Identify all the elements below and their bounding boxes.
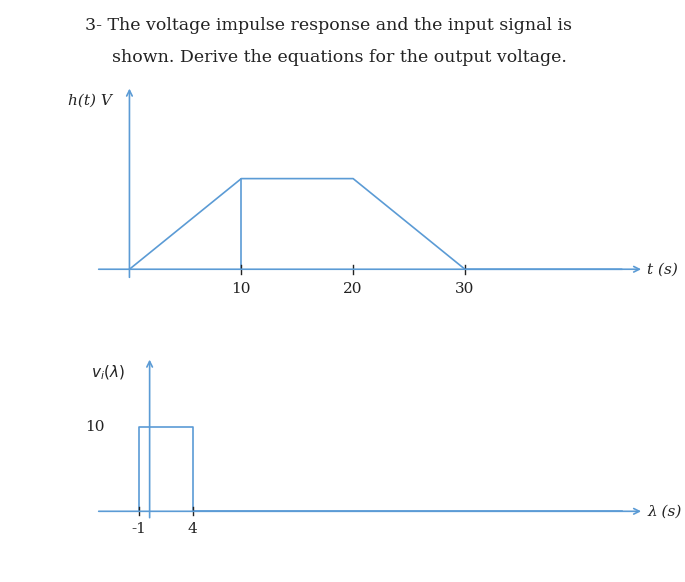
Text: -1: -1 [132, 522, 147, 536]
Text: 4: 4 [188, 522, 197, 536]
Text: 3- The voltage impulse response and the input signal is: 3- The voltage impulse response and the … [86, 17, 572, 34]
Text: 30: 30 [456, 282, 475, 296]
Text: 10: 10 [85, 420, 105, 434]
Text: λ (s): λ (s) [647, 504, 682, 519]
Text: $v_i(\lambda)$: $v_i(\lambda)$ [90, 364, 125, 382]
Text: h(t) V: h(t) V [68, 94, 112, 108]
Text: shown. Derive the equations for the output voltage.: shown. Derive the equations for the outp… [90, 49, 567, 66]
Text: t (s): t (s) [647, 262, 678, 276]
Text: 20: 20 [343, 282, 363, 296]
Text: 10: 10 [232, 282, 251, 296]
